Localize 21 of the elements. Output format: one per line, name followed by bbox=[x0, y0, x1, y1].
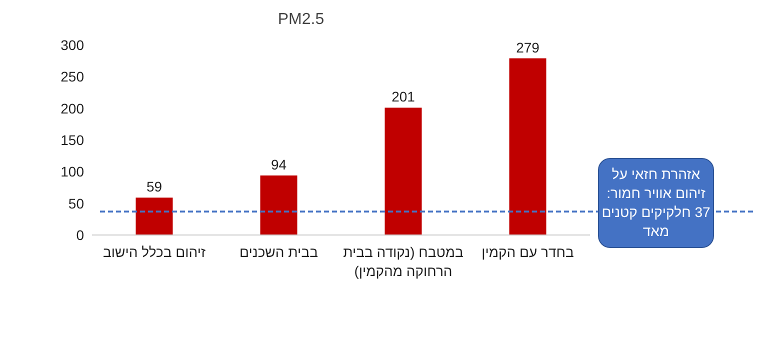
y-tick-label: 150 bbox=[60, 132, 84, 148]
y-tick-label: 250 bbox=[60, 68, 84, 85]
data-label: 94 bbox=[270, 156, 287, 172]
bar bbox=[136, 198, 173, 235]
data-label: 279 bbox=[516, 39, 540, 56]
ref-line-label: אזהרת חזאי על זיהום אוויר חמור: 37 חלקיקים קטנים מאד bbox=[598, 158, 714, 248]
y-tick-label: 300 bbox=[60, 37, 84, 53]
y-tick-label: 0 bbox=[76, 227, 84, 243]
bar bbox=[260, 175, 298, 235]
x-tick-label: במטבח (נקודה בבית הרחוקה מהקמין) bbox=[342, 243, 464, 281]
x-tick-label: בחדר עם הקמין bbox=[480, 243, 575, 262]
y-tick-label: 50 bbox=[68, 195, 84, 212]
bar bbox=[384, 108, 422, 235]
x-tick-label: בבית השכנים bbox=[238, 243, 319, 262]
y-tick-label: 100 bbox=[60, 164, 84, 180]
chart-title: PM2.5 bbox=[278, 11, 324, 28]
data-label: 201 bbox=[392, 88, 416, 105]
y-tick-label: 200 bbox=[60, 100, 84, 116]
data-label: 59 bbox=[146, 178, 162, 195]
x-tick-label: זיהום בכלל הישוב bbox=[102, 243, 207, 262]
bar bbox=[509, 58, 546, 235]
